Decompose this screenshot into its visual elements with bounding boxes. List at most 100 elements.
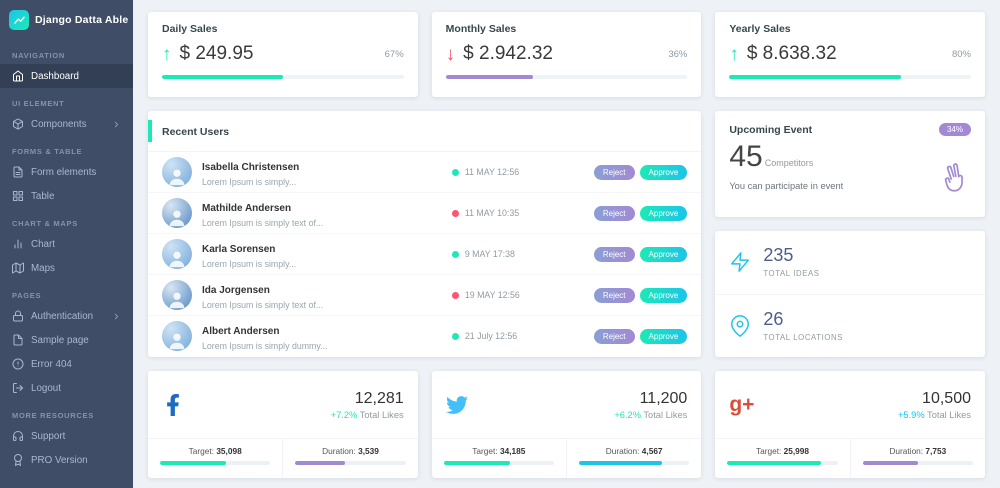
sidebar-item-chart[interactable]: Chart	[0, 232, 133, 256]
target-progress-fill	[443, 461, 510, 465]
user-subtitle: Lorem Ipsum is simply text of...	[202, 300, 324, 310]
sidebar-item-label: Table	[31, 190, 55, 202]
reject-button[interactable]: Reject	[593, 164, 635, 180]
card-title: Daily Sales	[162, 23, 218, 35]
upcoming-event-title: Upcoming Event	[729, 123, 813, 136]
chevron-right-icon	[112, 312, 121, 321]
totals-card: 235 TOTAL IDEAS 26 TOTAL LOCATIONS	[715, 231, 985, 357]
duration-value: 7,753	[925, 446, 947, 456]
event-note: You can participate in event	[729, 181, 844, 191]
stat-value: 26	[763, 308, 784, 329]
sales-percent: 67%	[384, 48, 404, 60]
user-row: Isabella Christensen Lorem Ipsum is simpl…	[148, 152, 702, 193]
sidebar-item-logout[interactable]: Logout	[0, 376, 133, 400]
twitter-card: 11,200 +6.2% Total Likes Target: 34,185 …	[431, 371, 702, 478]
target-cell: Target: 25,998	[715, 439, 849, 478]
zap-icon	[729, 251, 751, 273]
sidebar-item-sample-page[interactable]: Sample page	[0, 328, 133, 352]
user-name: Mathilde Andersen	[202, 203, 292, 214]
approve-button[interactable]: Approve	[639, 164, 688, 180]
change-percent: +6.2%	[614, 409, 641, 420]
sidebar-item-label: Sample page	[31, 334, 89, 346]
duration-value: 4,567	[641, 446, 663, 456]
sidebar-item-label: Support	[31, 430, 66, 442]
user-subtitle: Lorem Ipsum is simply...	[202, 177, 297, 187]
file-text-icon	[12, 166, 24, 178]
stat-value: 235	[763, 245, 794, 266]
sidebar-item-support[interactable]: Support	[0, 424, 133, 448]
sidebar-item-error-404[interactable]: Error 404	[0, 352, 133, 376]
sidebar-item-label: Components	[31, 118, 87, 130]
user-time: 21 July 12:56	[464, 331, 518, 341]
facebook-icon	[162, 393, 196, 416]
chevron-right-icon	[112, 120, 121, 129]
nav-section-ui-element: UI ELEMENT	[12, 99, 65, 108]
sidebar-item-label: Maps	[31, 262, 55, 274]
upcoming-event-card: Upcoming Event 34% 45 Competitors You can…	[715, 111, 985, 217]
progress-fill	[729, 75, 901, 79]
duration-progress-fill	[579, 461, 662, 465]
duration-value: 3,539	[358, 446, 379, 456]
approve-button[interactable]: Approve	[639, 287, 688, 303]
user-subtitle: Lorem Ipsum is simply text of...	[202, 218, 324, 228]
sales-amount: $ 8.638.32	[746, 43, 837, 64]
event-percent-badge: 34%	[938, 123, 971, 136]
user-row: Karla Sorensen Lorem Ipsum is simply... 9…	[148, 234, 702, 275]
sales-amount: $ 2.942.32	[463, 43, 553, 64]
sidebar-item-components[interactable]: Components	[0, 112, 133, 136]
sidebar-item-form-elements[interactable]: Form elements	[0, 160, 133, 184]
app-logo-icon	[9, 10, 29, 30]
avatar	[162, 280, 192, 310]
competitors-label: Competitors	[764, 158, 814, 168]
duration-progress-track	[862, 461, 973, 465]
sales-percent: 80%	[951, 48, 971, 60]
total-locations-stat: 26 TOTAL LOCATIONS	[715, 293, 985, 358]
user-name: Ida Jorgensen	[202, 285, 270, 296]
sidebar-item-label: Form elements	[31, 166, 97, 178]
sidebar-item-pro-version[interactable]: PRO Version	[0, 448, 133, 472]
brand-title: Django Datta Able	[35, 14, 129, 26]
target-progress-track	[443, 461, 554, 465]
target-progress-fill	[727, 461, 822, 465]
card-title: Yearly Sales	[729, 23, 791, 35]
approve-button[interactable]: Approve	[639, 205, 688, 221]
target-progress-fill	[160, 461, 227, 465]
approve-button[interactable]: Approve	[639, 328, 688, 344]
stat-label: TOTAL LOCATIONS	[763, 332, 844, 342]
user-name: Isabella Christensen	[202, 162, 300, 173]
reject-button[interactable]: Reject	[593, 246, 635, 262]
stat-label: TOTAL IDEAS	[763, 269, 820, 279]
approve-button[interactable]: Approve	[639, 246, 688, 262]
sidebar-item-dashboard[interactable]: Dashboard	[0, 64, 133, 88]
award-icon	[12, 454, 24, 466]
target-cell: Target: 35,098	[148, 439, 282, 478]
sidebar-item-table[interactable]: Table	[0, 184, 133, 208]
user-time: 9 MAY 17:38	[464, 249, 515, 259]
reject-button[interactable]: Reject	[593, 205, 635, 221]
sidebar-item-label: Authentication	[31, 310, 94, 322]
likes-value: 11,200	[639, 389, 688, 407]
user-time: 11 MAY 10:35	[464, 208, 520, 218]
map-pin-icon	[729, 315, 751, 337]
lock-icon	[12, 310, 24, 322]
sidebar-item-label: PRO Version	[31, 454, 88, 466]
avatar	[162, 321, 192, 351]
sidebar-item-authentication[interactable]: Authentication	[0, 304, 133, 328]
reject-button[interactable]: Reject	[593, 328, 635, 344]
alert-circle-icon	[12, 358, 24, 370]
google-plus-card: g+ 10,500 +5.9% Total Likes Target: 25,9…	[715, 371, 985, 478]
avatar	[162, 239, 192, 269]
sales-amount: $ 249.95	[179, 43, 254, 64]
reject-button[interactable]: Reject	[593, 287, 635, 303]
status-dot	[451, 291, 459, 299]
user-subtitle: Lorem Ipsum is simply dummy...	[202, 341, 328, 351]
headphones-icon	[12, 430, 24, 442]
right-column: Upcoming Event 34% 45 Competitors You can…	[715, 111, 985, 357]
nav-section-pages: PAGES	[12, 291, 42, 300]
change-label: Total Likes	[359, 409, 404, 420]
sidebar-item-maps[interactable]: Maps	[0, 256, 133, 280]
sidebar-item-label: Dashboard	[31, 70, 79, 82]
sidebar: Django Datta Able NAVIGATION Dashboard U…	[0, 0, 133, 488]
daily-sales-card: Daily Sales ↑ $ 249.95 67%	[148, 12, 418, 97]
nav-section-chart-maps: CHART & MAPS	[12, 219, 78, 228]
